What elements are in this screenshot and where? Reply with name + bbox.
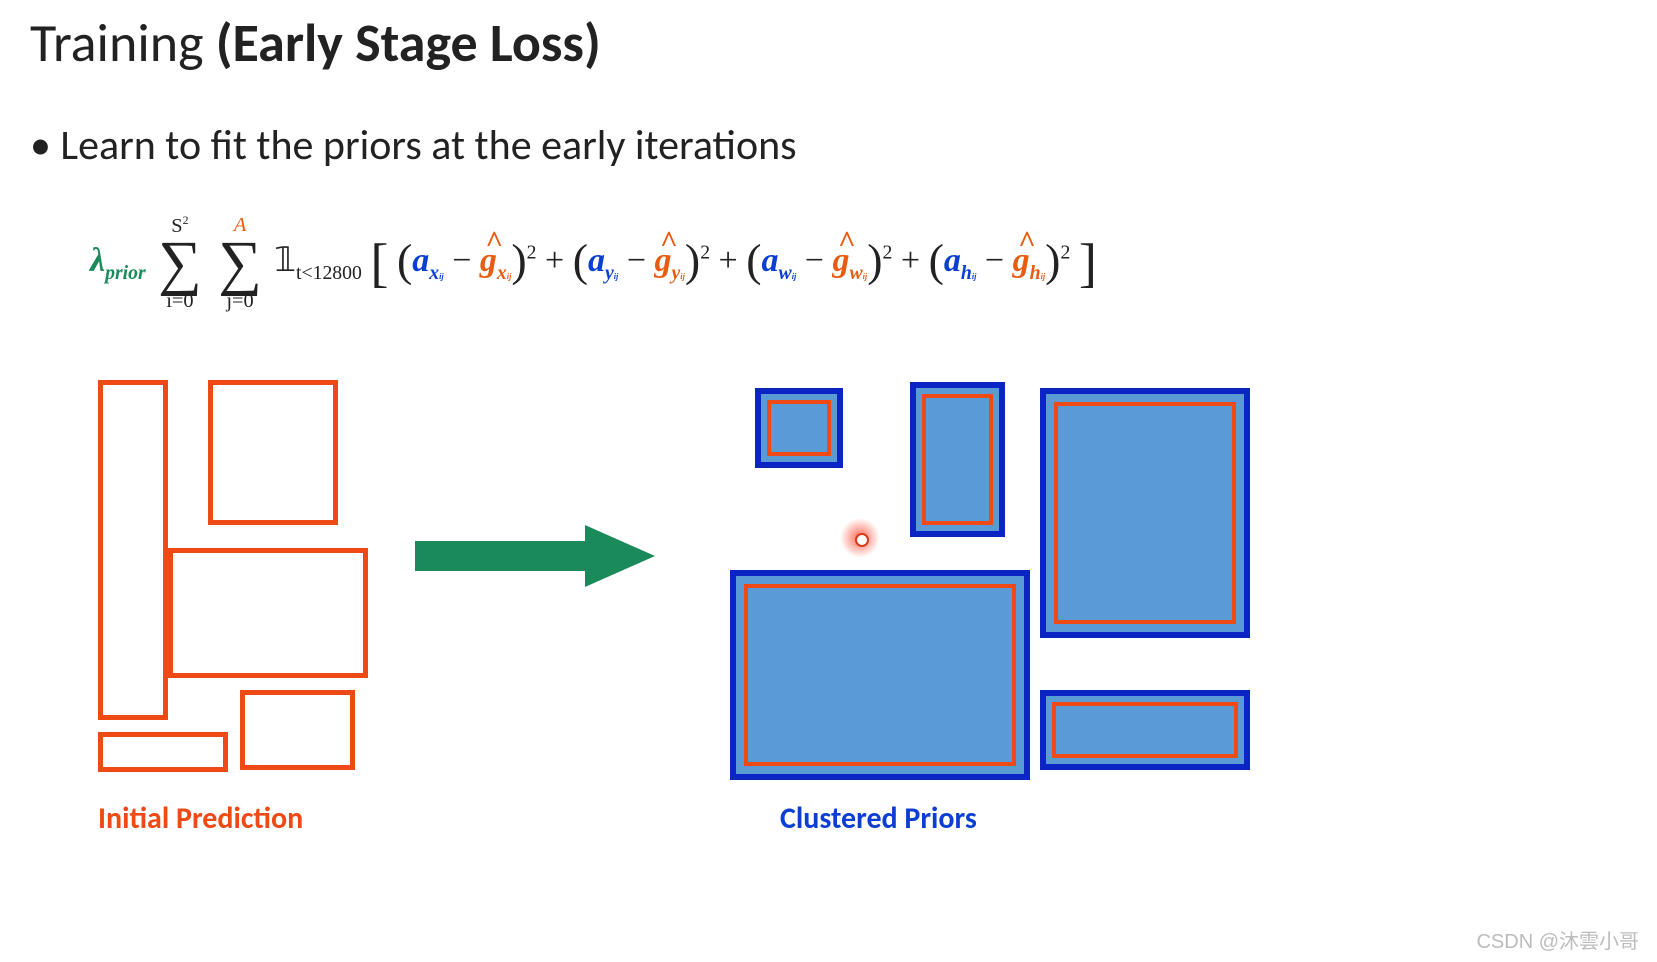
title-bold: (Early Stage Loss) <box>216 10 601 76</box>
init-box-4 <box>240 690 355 770</box>
term-h: (ahij − ghij)2 <box>929 242 1079 279</box>
prior-box-5 <box>1040 690 1250 770</box>
term-x: (axij − gxij)2 <box>397 242 545 279</box>
term-w: (awij − gwij)2 <box>746 242 901 279</box>
slide-title: Training (Early Stage Loss) <box>30 10 601 76</box>
pointer-icon <box>840 518 880 558</box>
init-box-3 <box>168 548 368 678</box>
lambda-symbol: λprior <box>90 242 146 279</box>
init-box-2 <box>208 380 338 525</box>
diagram-area: Initial Prediction Clustered Priors <box>90 370 1270 810</box>
caption-initial-prediction: Initial Prediction <box>98 800 303 837</box>
arrow-icon <box>415 525 655 587</box>
sum-i: S2 ∑ i=0 <box>158 215 202 312</box>
loss-formula: λprior S2 ∑ i=0 A ∑ j=0 𝟙t<12800 [ (axij… <box>90 215 1097 312</box>
caption-clustered-priors: Clustered Priors <box>780 800 977 837</box>
prior-box-2 <box>910 382 1005 537</box>
term-y: (ayij − gyij)2 <box>573 242 719 279</box>
bullet-text: Learn to fit the priors at the early ite… <box>30 120 797 171</box>
title-prefix: Training <box>30 10 216 76</box>
slide: Training (Early Stage Loss) Learn to fit… <box>0 0 1657 962</box>
indicator: 𝟙t<12800 <box>274 242 362 279</box>
init-box-5 <box>98 732 228 772</box>
prior-box-4 <box>730 570 1030 780</box>
prior-box-1 <box>755 388 843 468</box>
prior-box-3 <box>1040 388 1250 638</box>
watermark-text: CSDN @沐雲小哥 <box>1476 925 1639 954</box>
init-box-1 <box>98 380 168 720</box>
sum-j: A ∑ j=0 <box>218 215 262 311</box>
